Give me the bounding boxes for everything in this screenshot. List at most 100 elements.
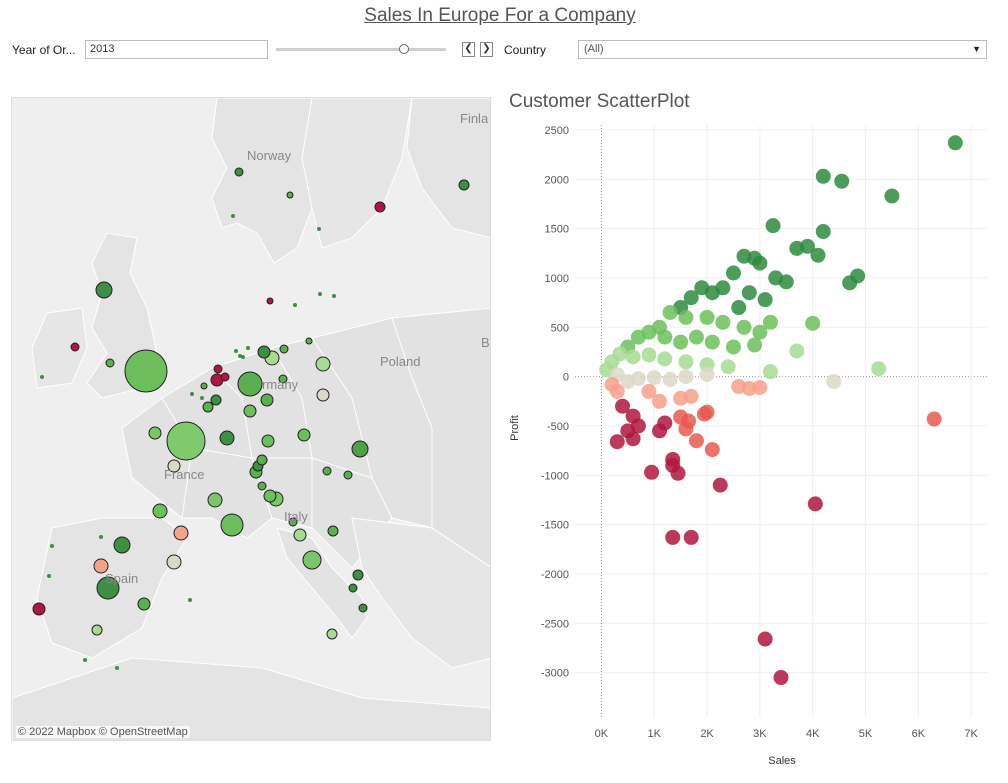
y-tick-label: 0 <box>563 372 569 384</box>
scatter-point[interactable] <box>947 135 963 151</box>
y-tick-label: 1000 <box>545 273 569 285</box>
scatter-point[interactable] <box>807 496 823 512</box>
scatter-point[interactable] <box>757 631 773 647</box>
y-tick-label: -1000 <box>541 470 569 482</box>
scatter-point[interactable] <box>683 529 699 545</box>
scatter-point[interactable] <box>762 314 778 330</box>
year-filter-input[interactable]: 2013 <box>85 40 268 59</box>
scatter-point[interactable] <box>683 388 699 404</box>
year-next-button[interactable]: ❯ <box>480 42 493 57</box>
scatter-point[interactable] <box>736 319 752 335</box>
scatter-point[interactable] <box>725 339 741 355</box>
scatter-point[interactable] <box>678 354 694 370</box>
country-filter-label: Country <box>504 43 547 57</box>
scatter-point[interactable] <box>609 434 625 450</box>
y-tick-label: -2500 <box>541 618 569 630</box>
scatter-point[interactable] <box>715 314 731 330</box>
x-tick-label: 7K <box>964 728 978 740</box>
scatter-point[interactable] <box>826 374 842 390</box>
scatter-point[interactable] <box>699 309 715 325</box>
scatter-point[interactable] <box>641 383 657 399</box>
scatter-point[interactable] <box>681 413 697 429</box>
scatter-point[interactable] <box>696 406 712 422</box>
scatter-point[interactable] <box>646 370 662 386</box>
scatter-point[interactable] <box>762 364 778 380</box>
scatter-point[interactable] <box>834 173 850 189</box>
scatter-point[interactable] <box>662 372 678 388</box>
scatter-point[interactable] <box>652 393 668 409</box>
scatter-point[interactable] <box>778 274 794 290</box>
scatter-point[interactable] <box>657 329 673 345</box>
x-tick-label: 2K <box>700 728 714 740</box>
scatter-point[interactable] <box>673 334 689 350</box>
scatter-point[interactable] <box>765 218 781 234</box>
map-label-poland: Poland <box>380 354 421 369</box>
year-slider-thumb[interactable] <box>398 44 409 54</box>
scatter-points[interactable] <box>599 135 963 686</box>
scatter-point[interactable] <box>670 465 686 481</box>
scatter-point[interactable] <box>725 265 741 281</box>
scatter-point[interactable] <box>704 334 720 350</box>
scatter-point[interactable] <box>657 351 673 367</box>
scatter-point[interactable] <box>773 670 789 686</box>
scatter-point[interactable] <box>683 290 699 306</box>
scatter-point[interactable] <box>757 292 773 308</box>
scatter-point[interactable] <box>741 285 757 301</box>
scatter-point[interactable] <box>630 371 646 387</box>
scatter-point[interactable] <box>815 168 831 184</box>
scatter-point[interactable] <box>752 255 768 271</box>
chevron-left-icon: ❮ <box>464 43 473 54</box>
scatter-point[interactable] <box>712 477 728 493</box>
map-label-france: France <box>164 467 205 482</box>
y-tick-label: 500 <box>551 322 569 334</box>
map-attribution[interactable]: © 2022 Mapbox © OpenStreetMap <box>16 726 190 738</box>
y-axis-ticks: 2500 2000 1500 1000 500 0 -500 -1000 -1500 -2000 -… <box>541 125 569 680</box>
scatter-point[interactable] <box>604 376 620 392</box>
scatter-point[interactable] <box>625 349 641 365</box>
scatter-point[interactable] <box>657 415 673 431</box>
scatter-point[interactable] <box>704 442 720 458</box>
scatter-point[interactable] <box>688 329 704 345</box>
scatter-point[interactable] <box>926 411 942 427</box>
scatter-point[interactable] <box>699 367 715 383</box>
scatter-point[interactable] <box>815 224 831 240</box>
scatter-point[interactable] <box>752 379 768 395</box>
country-filter-value: (All) <box>584 43 604 55</box>
scatter-point[interactable] <box>752 324 768 340</box>
scatter-point[interactable] <box>694 280 710 296</box>
europe-map[interactable]: Norway Finla rmany Poland B France Spain… <box>11 97 491 741</box>
customer-scatterplot[interactable]: 2500 2000 1500 1000 500 0 -500 -1000 -1500 -2000 -… <box>505 120 995 780</box>
scatter-point[interactable] <box>799 238 815 254</box>
map-canvas <box>12 98 490 740</box>
map-label-belarus: B <box>481 335 490 350</box>
scatter-point[interactable] <box>731 300 747 316</box>
year-prev-button[interactable]: ❮ <box>462 42 475 57</box>
scatter-point[interactable] <box>644 464 660 480</box>
scatter-point[interactable] <box>678 369 694 385</box>
scatter-point[interactable] <box>630 329 646 345</box>
scatter-point[interactable] <box>871 361 887 377</box>
scatter-point[interactable] <box>884 188 900 204</box>
chevron-right-icon: ❯ <box>482 43 491 54</box>
y-tick-label: -2000 <box>541 569 569 581</box>
scatter-point[interactable] <box>678 309 694 325</box>
x-axis-ticks: 0K 1K 2K 3K 4K 5K 6K 7K <box>595 728 979 740</box>
scatter-point[interactable] <box>665 529 681 545</box>
scatter-point[interactable] <box>641 347 657 363</box>
scatter-point[interactable] <box>810 247 826 263</box>
y-axis-label: Profit <box>509 415 521 441</box>
scatter-point[interactable] <box>615 398 631 414</box>
y-tick-label: -500 <box>547 421 569 433</box>
scatter-point[interactable] <box>688 433 704 449</box>
scatter-point[interactable] <box>747 337 763 353</box>
scatter-point[interactable] <box>662 304 678 320</box>
scatter-point[interactable] <box>625 431 641 447</box>
year-slider-track[interactable] <box>276 48 446 51</box>
scatter-point[interactable] <box>789 343 805 359</box>
scatter-point[interactable] <box>842 275 858 291</box>
country-filter-select[interactable]: (All) ▼ <box>578 40 987 59</box>
scatter-point[interactable] <box>805 315 821 331</box>
map-label-norway: Norway <box>247 148 292 163</box>
x-tick-label: 3K <box>753 728 767 740</box>
scatter-point[interactable] <box>720 359 736 375</box>
